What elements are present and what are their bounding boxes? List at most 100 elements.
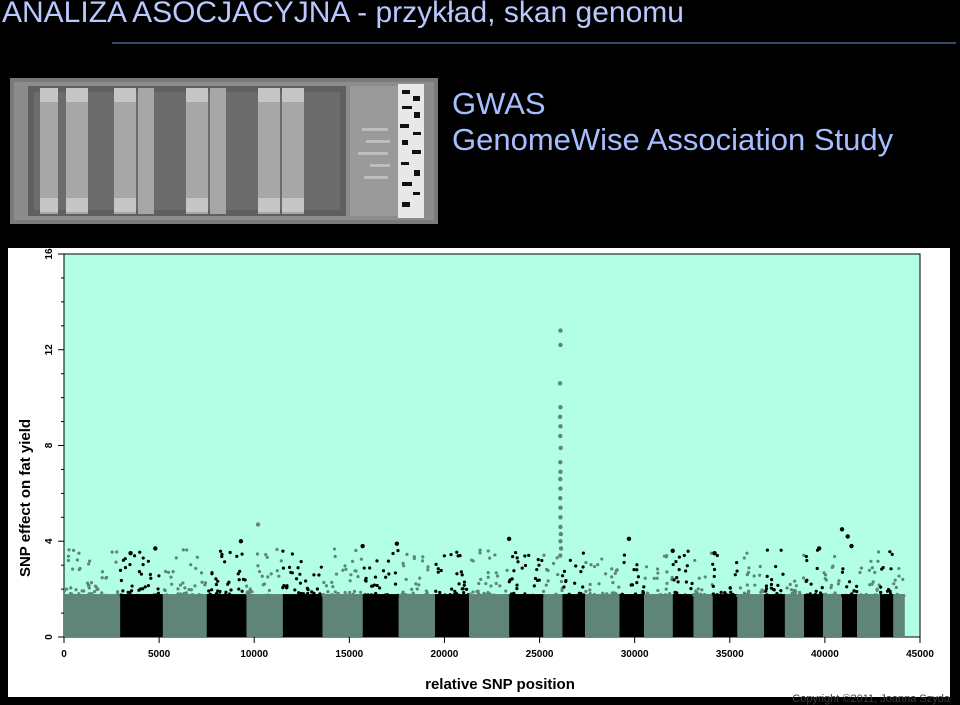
chromosome-band-18	[672, 594, 694, 637]
snp-point	[176, 587, 180, 591]
significant-snp-27	[394, 541, 400, 546]
snp-point	[154, 593, 158, 597]
snp-point	[544, 583, 548, 587]
snp-point	[227, 592, 232, 596]
slide-title: ANALIZA ASOCJACYJNA - przykład, skan gen…	[2, 0, 684, 29]
snp-point	[659, 592, 663, 597]
snp-point	[859, 566, 864, 570]
snp-point	[333, 554, 337, 559]
snp-point	[354, 593, 358, 598]
snp-point	[770, 578, 774, 582]
snp-point	[65, 587, 69, 591]
plot-area	[63, 253, 921, 638]
snp-point	[859, 593, 863, 597]
snp-point	[488, 556, 492, 560]
snp-point	[375, 583, 379, 588]
snp-point	[656, 588, 660, 593]
snp-point	[311, 593, 315, 598]
snp-point	[592, 565, 597, 569]
snp-point	[715, 553, 719, 558]
snp-point	[584, 589, 588, 593]
significant-snp-8	[558, 445, 563, 451]
snp-point	[752, 574, 756, 578]
snp-point	[833, 593, 837, 597]
snp-point	[171, 569, 175, 574]
snp-point	[287, 565, 292, 569]
chromosome-band-26	[842, 594, 858, 637]
significant-snp-28	[360, 543, 365, 549]
snp-point	[652, 576, 656, 580]
snp-point	[458, 554, 462, 558]
snp-point	[759, 590, 763, 594]
snp-point	[236, 572, 240, 576]
significant-snp-34	[816, 546, 822, 551]
snp-point	[304, 579, 308, 583]
snp-point	[281, 549, 285, 553]
snp-point	[677, 567, 681, 572]
snp-point	[513, 550, 518, 555]
snp-point	[163, 569, 168, 574]
snp-point	[122, 593, 126, 598]
snp-point	[189, 588, 194, 592]
snp-point	[818, 591, 823, 595]
snp-point	[375, 559, 379, 563]
snp-point	[675, 576, 679, 580]
snp-point	[100, 576, 104, 580]
snp-point	[184, 591, 189, 595]
snp-point	[837, 579, 841, 583]
snp-point	[354, 548, 358, 553]
snp-point	[596, 563, 600, 567]
snp-point	[71, 567, 75, 571]
snp-point	[512, 569, 516, 573]
snp-point	[181, 581, 185, 585]
snp-point	[72, 594, 76, 598]
snp-point	[256, 564, 260, 568]
snp-point	[457, 593, 461, 597]
snp-point	[275, 547, 279, 552]
chromosome-band-21	[737, 594, 765, 637]
snp-point	[321, 594, 325, 598]
snp-point	[462, 580, 467, 584]
snp-point	[798, 590, 802, 594]
snp-point	[884, 593, 889, 598]
snp-point	[350, 559, 355, 563]
snp-point	[237, 578, 241, 582]
y-tick-label: 4	[44, 538, 55, 544]
snp-point	[123, 557, 127, 561]
significant-snp-13	[558, 495, 563, 501]
snp-point	[93, 590, 97, 594]
snp-point	[486, 575, 490, 579]
title-divider	[112, 42, 956, 44]
snp-point	[702, 592, 707, 597]
snp-point	[333, 590, 337, 594]
snp-point	[515, 586, 519, 591]
snp-point	[138, 550, 142, 554]
snp-point	[869, 559, 873, 563]
snp-point	[622, 553, 627, 557]
significant-snp-25	[238, 539, 244, 544]
snp-point	[479, 577, 483, 581]
snp-point	[195, 555, 199, 559]
snp-point	[516, 560, 520, 564]
x-tick-label: 40000	[811, 649, 839, 660]
snp-point	[475, 589, 479, 594]
snp-point	[344, 567, 348, 571]
snp-point	[564, 578, 568, 583]
data-points	[128, 328, 854, 558]
significant-snp-29	[626, 536, 632, 542]
snp-point	[635, 563, 639, 567]
snp-point	[662, 594, 667, 598]
snp-point	[515, 583, 519, 587]
snp-point	[633, 592, 638, 596]
snp-point	[541, 589, 546, 593]
snp-point	[299, 560, 303, 564]
snp-point	[805, 578, 809, 582]
chromosome-band-28	[880, 594, 894, 637]
snp-point	[717, 594, 721, 598]
snp-point	[240, 589, 244, 593]
snp-point	[436, 567, 440, 571]
snp-point	[530, 593, 534, 598]
snp-point	[170, 582, 174, 586]
snp-point	[801, 576, 806, 580]
snp-point	[387, 572, 391, 576]
